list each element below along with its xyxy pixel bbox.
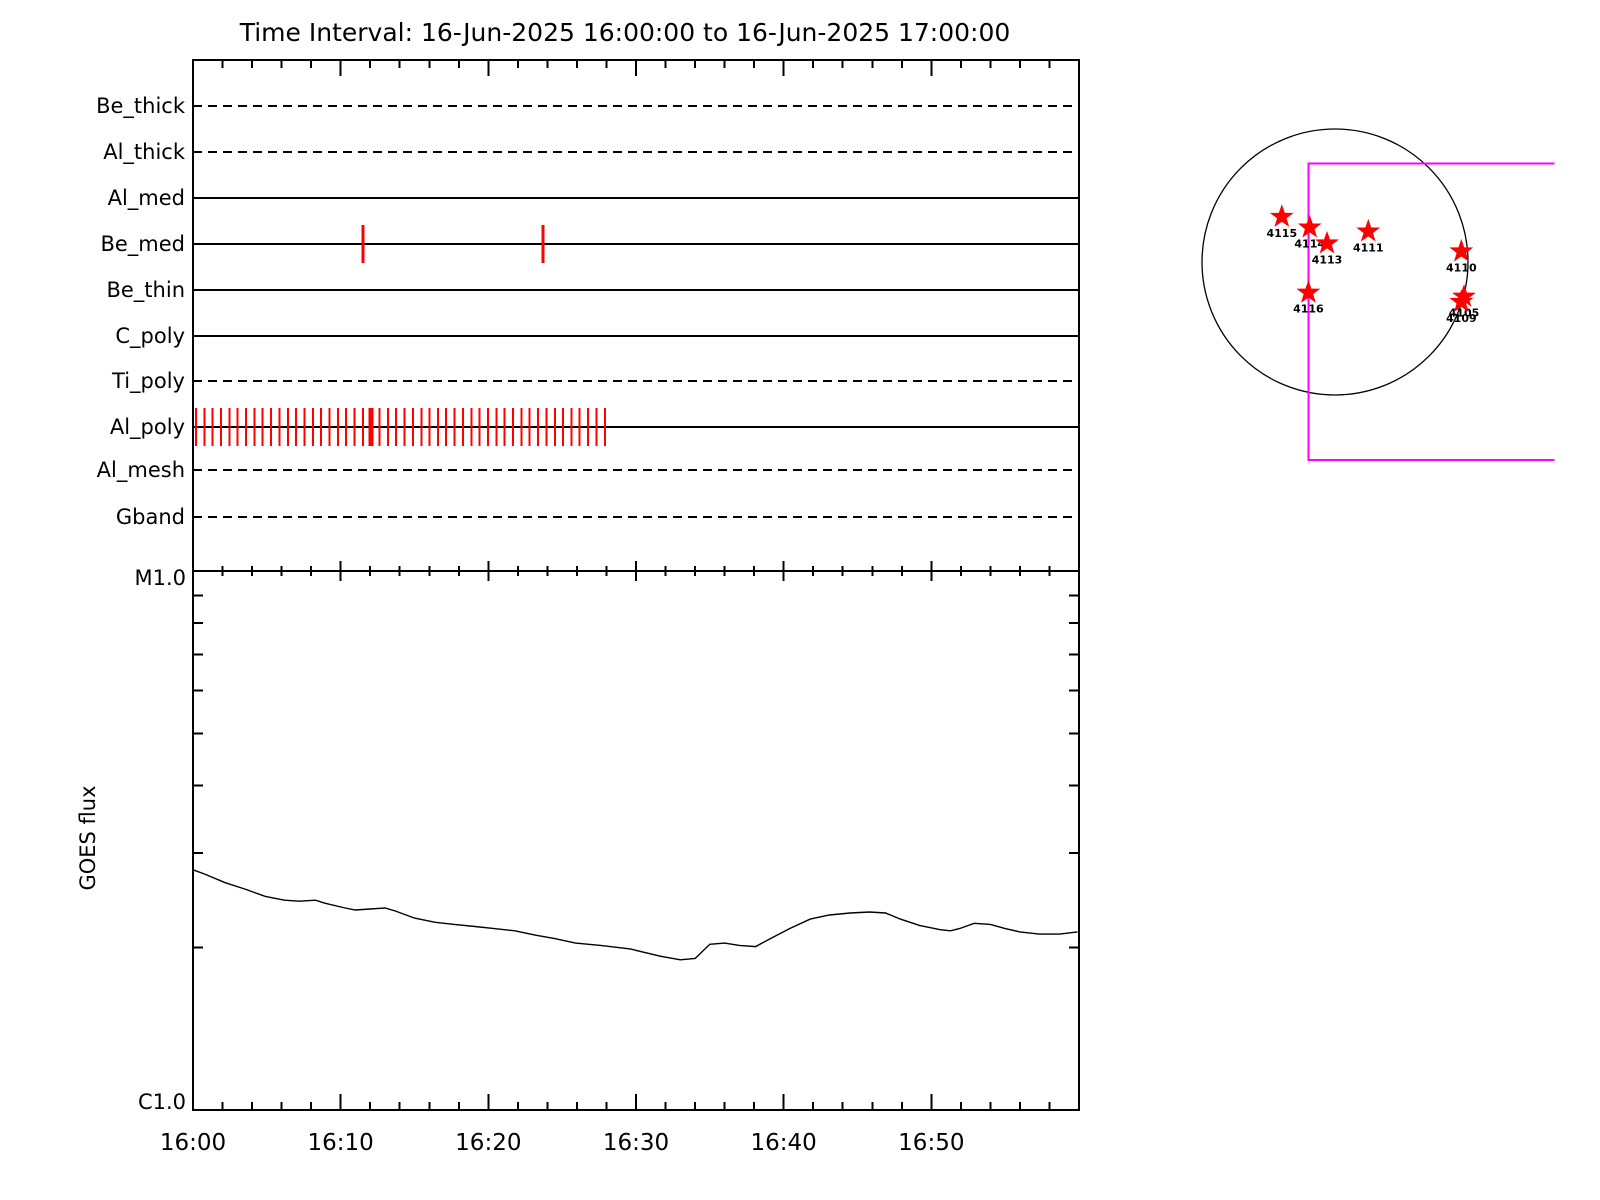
solar-limb-circle: [1201, 128, 1469, 396]
active-region-label-4113: 4113: [1312, 253, 1343, 266]
filter-label-Al_thick: Al_thick: [103, 140, 186, 165]
filter-label-Al_mesh: Al_mesh: [97, 458, 185, 483]
filter-label-Be_thick: Be_thick: [96, 94, 186, 119]
active-region-star-4113: [1315, 230, 1339, 254]
active-region-label-4115: 4115: [1266, 227, 1297, 240]
goes-x-tick-label: 16:40: [751, 1130, 817, 1156]
goes-x-tick-label: 16:00: [160, 1130, 226, 1156]
filter-label-Al_poly: Al_poly: [110, 415, 185, 440]
goes-ymax-label: M1.0: [134, 566, 186, 590]
active-region-star-4111: [1356, 218, 1381, 242]
goes-frame: [192, 571, 1080, 1111]
active-region-star-4114: [1297, 214, 1322, 238]
goes-x-tick-label: 16:30: [603, 1130, 669, 1156]
fov-box: [1307, 162, 1555, 462]
time-interval-title: Time Interval: 16-Jun-2025 16:00:00 to 1…: [239, 18, 1011, 47]
filter-label-Be_med: Be_med: [100, 232, 185, 257]
filter-label-C_poly: C_poly: [115, 324, 185, 349]
filter-label-Be_thin: Be_thin: [106, 278, 185, 303]
filter-label-Ti_poly: Ti_poly: [111, 369, 185, 394]
active-region-label-4114: 4114: [1294, 237, 1325, 250]
goes-y-axis-title: GOES flux: [76, 785, 100, 890]
goes-x-tick-label: 16:20: [455, 1130, 521, 1156]
filter-label-Gband: Gband: [116, 505, 185, 529]
goes-x-tick-label: 16:10: [308, 1130, 374, 1156]
active-region-star-4109: [1449, 289, 1474, 313]
active-region-label-4109: 4109: [1446, 312, 1477, 325]
active-region-label-4116: 4116: [1293, 303, 1324, 316]
active-region-star-4110: [1449, 238, 1474, 262]
active-region-star-4115: [1269, 204, 1294, 227]
goes-x-tick-label: 16:50: [898, 1130, 964, 1156]
active-region-star-4116: [1296, 280, 1321, 303]
active-region-label-4110: 4110: [1446, 261, 1477, 274]
filter-label-Al_med: Al_med: [108, 186, 185, 211]
timeline-frame: [192, 59, 1080, 571]
active-region-label-4111: 4111: [1353, 241, 1384, 254]
goes-ymin-label: C1.0: [138, 1090, 186, 1114]
goes-flux-curve: [192, 869, 1078, 961]
